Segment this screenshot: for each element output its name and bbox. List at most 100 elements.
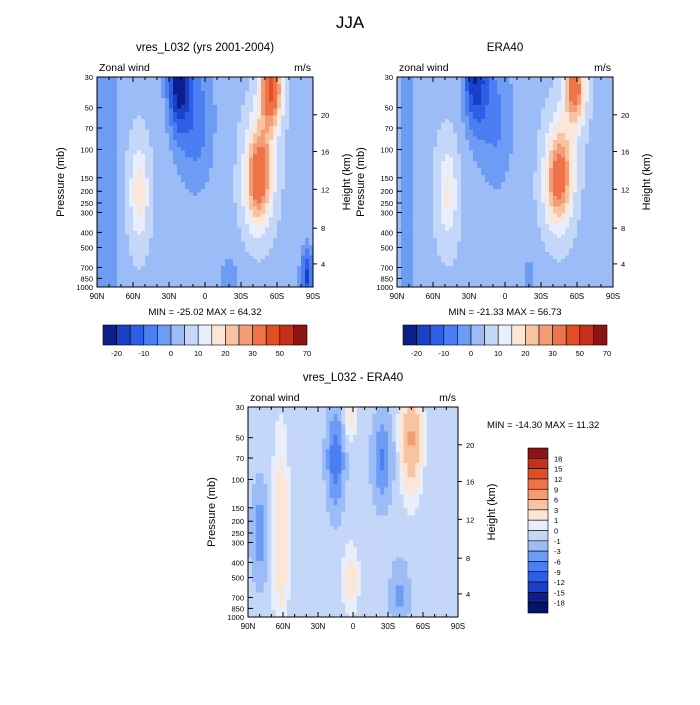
- field-cell: [281, 228, 285, 232]
- field-cell: [405, 182, 409, 186]
- field-cell: [405, 259, 409, 263]
- field-cell: [153, 207, 157, 211]
- field-cell: [157, 144, 161, 148]
- field-cell: [129, 259, 133, 263]
- field-cell: [277, 249, 281, 253]
- field-cell: [425, 91, 429, 95]
- field-cell: [505, 81, 509, 85]
- field-cell: [273, 175, 277, 179]
- field-cell: [241, 105, 245, 109]
- field-cell: [457, 207, 461, 211]
- field-cell: [397, 130, 401, 134]
- field-cell: [209, 200, 213, 204]
- field-cell: [449, 102, 453, 106]
- field-cell: [193, 81, 197, 85]
- field-cell: [101, 161, 105, 165]
- field-cell: [293, 133, 297, 137]
- field-cell: [213, 130, 217, 134]
- field-cell: [249, 200, 253, 204]
- field-cell: [465, 98, 469, 102]
- field-cell: [169, 88, 173, 92]
- field-cell: [293, 207, 297, 211]
- field-cell: [233, 88, 237, 92]
- field-cell: [409, 158, 413, 162]
- field-cell: [169, 140, 173, 144]
- field-cell: [161, 144, 165, 148]
- field-cell: [105, 112, 109, 116]
- field-cell: [497, 126, 501, 130]
- field-cell: [293, 151, 297, 155]
- field-cell: [221, 161, 225, 165]
- field-cell: [269, 151, 273, 155]
- field-cell: [297, 207, 301, 211]
- y-tick-label: 400: [80, 228, 93, 237]
- field-cell: [105, 256, 109, 260]
- field-cell: [429, 175, 433, 179]
- field-cell: [225, 137, 229, 141]
- field-cell: [177, 172, 181, 176]
- field-cell: [161, 116, 165, 120]
- field-cell: [497, 144, 501, 148]
- field-cell: [189, 151, 193, 155]
- field-cell: [245, 266, 249, 270]
- field-cell: [285, 161, 289, 165]
- field-cell: [505, 98, 509, 102]
- field-cell: [133, 112, 137, 116]
- field-cell: [289, 228, 293, 232]
- field-cell: [217, 256, 221, 260]
- field-cell: [441, 179, 445, 183]
- field-cell: [469, 182, 473, 186]
- field-cell: [297, 280, 301, 284]
- field-cell: [225, 88, 229, 92]
- field-cell: [285, 224, 289, 228]
- field-cell: [453, 203, 457, 207]
- field-cell: [209, 95, 213, 99]
- field-cell: [149, 161, 153, 165]
- field-cell: [169, 105, 173, 109]
- field-cell: [245, 256, 249, 260]
- field-cell: [297, 179, 301, 183]
- field-cell: [257, 130, 261, 134]
- field-cell: [101, 245, 105, 249]
- field-cell: [229, 81, 233, 85]
- field-cell: [197, 123, 201, 127]
- field-cell: [165, 277, 169, 281]
- field-cell: [465, 84, 469, 88]
- field-cell: [289, 123, 293, 127]
- field-cell: [265, 168, 269, 172]
- field-cell: [213, 280, 217, 284]
- field-cell: [425, 137, 429, 141]
- field-cell: [229, 165, 233, 169]
- field-cell: [273, 277, 277, 281]
- field-cell: [157, 165, 161, 169]
- field-cell: [497, 256, 501, 260]
- field-cell: [137, 154, 141, 158]
- field-cell: [485, 273, 489, 277]
- field-cell: [181, 109, 185, 113]
- field-cell: [457, 242, 461, 246]
- field-cell: [221, 200, 225, 204]
- field-cell: [197, 179, 201, 183]
- field-cell: [109, 266, 113, 270]
- field-cell: [285, 203, 289, 207]
- field-cell: [441, 203, 445, 207]
- field-cell: [145, 210, 149, 214]
- field-cell: [129, 245, 133, 249]
- field-cell: [413, 207, 417, 211]
- field-cell: [281, 263, 285, 267]
- field-cell: [257, 273, 261, 277]
- field-cell: [205, 196, 209, 200]
- field-cell: [413, 91, 417, 95]
- field-cell: [473, 266, 477, 270]
- field-cell: [165, 256, 169, 260]
- field-cell: [473, 175, 477, 179]
- field-cell: [269, 95, 273, 99]
- field-cell: [457, 203, 461, 207]
- field-cell: [137, 252, 141, 256]
- field-cell: [233, 224, 237, 228]
- field-cell: [209, 203, 213, 207]
- field-cell: [289, 280, 293, 284]
- field-cell: [297, 109, 301, 113]
- field-cell: [453, 221, 457, 225]
- field-cell: [297, 175, 301, 179]
